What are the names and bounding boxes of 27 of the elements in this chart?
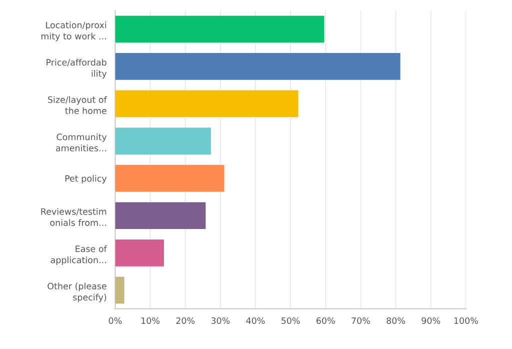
bar [115,164,224,192]
bar [115,276,124,304]
y-tick-label: Reviews/testimonials from... [41,208,106,226]
bar [115,16,324,43]
y-tick-label: Pet policy [65,174,107,184]
y-tick-label: Size/layout of the home [48,96,108,114]
x-tick-label: 40% [246,317,265,324]
x-tick-label: 10% [142,317,160,324]
y-tick-label: Other (please specify) [48,282,106,302]
x-tick-label: 20% [176,317,195,324]
bar [115,239,164,266]
x-tick-label: 80% [386,317,406,324]
x-tick-label: 0% [108,317,122,324]
bar [115,52,400,80]
bar [115,202,206,230]
y-tick-label: Ease of application... [50,245,108,265]
bar [115,128,211,154]
x-tick-label: 50% [282,317,300,324]
x-tick-label: 70% [352,317,370,324]
x-tick-label: 60% [316,317,335,324]
y-tick-label: Community amenities... [56,133,107,152]
bar [115,90,298,118]
x-tick-label: 100% [454,317,478,324]
x-tick-label: 30% [211,317,230,324]
y-tick-label: Price/affordability [46,58,107,78]
x-tick-label: 90% [422,317,440,324]
y-tick-label: Location/proximity to work ... [41,22,106,42]
